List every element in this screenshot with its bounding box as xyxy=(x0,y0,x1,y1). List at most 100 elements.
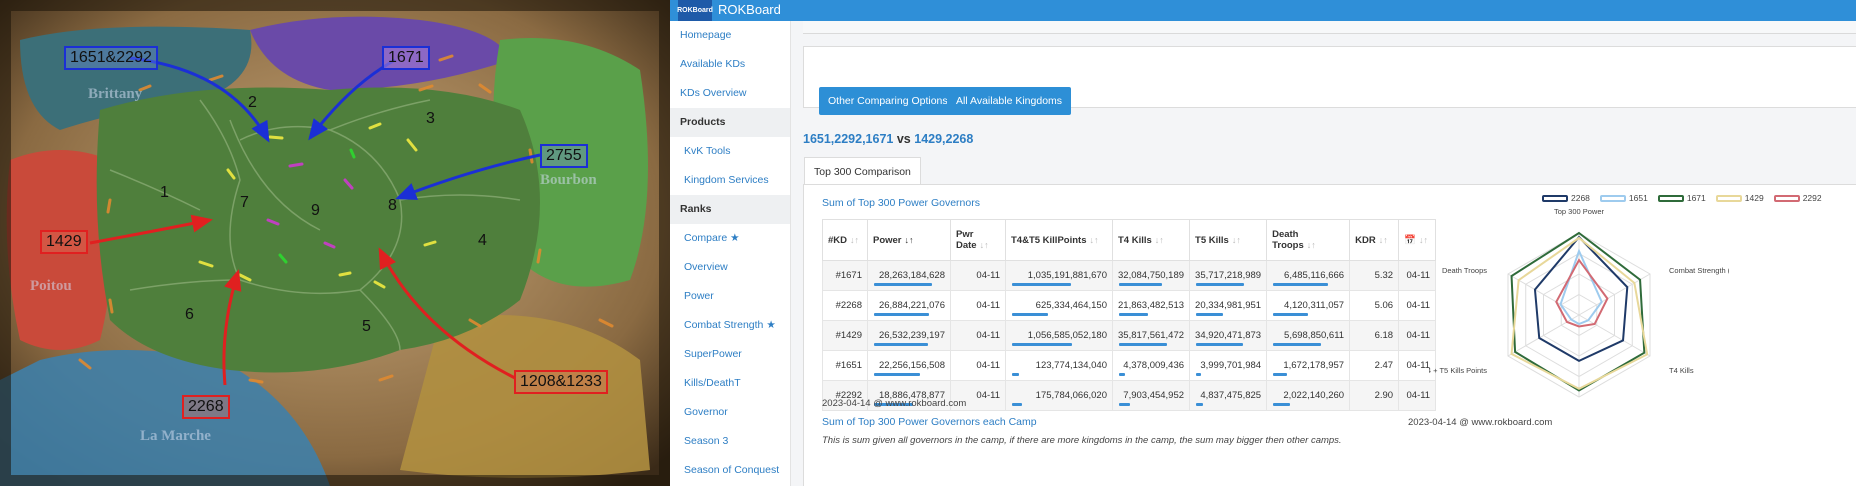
cell-death: 6,485,116,666 xyxy=(1266,260,1351,291)
cell-power: 26,884,221,076 xyxy=(867,290,951,321)
cell-death: 2,022,140,260 xyxy=(1266,380,1351,411)
sidebar-item-season-3[interactable]: Season 3 xyxy=(684,435,729,447)
table-header-row: #KD ↓↑ Power ↓↑ Pwr Date ↓↑ T4&T5 KillPoint… xyxy=(822,219,1437,261)
sidebar-item-label: Combat Strength xyxy=(684,319,764,331)
value-bar xyxy=(1273,343,1322,346)
sidebar-item-superpower[interactable]: SuperPower xyxy=(684,348,742,360)
col-header-date[interactable]: 📅 ↓↑ xyxy=(1398,219,1437,261)
legend-item[interactable]: 1671 xyxy=(1657,193,1706,203)
sidebar-section-ranks: Ranks xyxy=(670,195,790,224)
region-name-poitou: Poitou xyxy=(30,278,72,294)
radar-axis-line xyxy=(1578,273,1651,316)
sidebar-item-kvk-tools[interactable]: KvK Tools xyxy=(684,145,731,157)
tab-top-300-comparison[interactable]: Top 300 Comparison xyxy=(804,157,921,186)
sidebar-item-available-kds[interactable]: Available KDs xyxy=(680,58,746,70)
cell-kdr: 2.47 xyxy=(1349,350,1400,381)
table-row: #1651 22,256,156,508 04-11 123,774,134,040 4… xyxy=(822,350,1437,381)
cell-death: 5,698,850,611 xyxy=(1266,320,1351,351)
comparison-left-kds: 1651,2292,1671 xyxy=(803,132,894,146)
sidebar-item-kds-overview[interactable]: KDs Overview xyxy=(680,87,747,99)
all-available-kingdoms-button[interactable]: All Available Kingdoms xyxy=(947,87,1072,115)
col-header-power[interactable]: Power ↓↑ xyxy=(867,219,951,261)
cell-t5: 34,920,471,873 xyxy=(1189,320,1268,351)
value-bar xyxy=(1273,313,1309,316)
calendar-icon: 📅 xyxy=(1404,234,1416,246)
col-header-death-troops[interactable]: Death Troops ↓↑ xyxy=(1266,219,1351,261)
cell-kdr: 6.18 xyxy=(1349,320,1400,351)
kvk-map-drawing xyxy=(0,0,670,486)
cell-kdr: 2.90 xyxy=(1349,380,1400,411)
col-header-t4-kills[interactable]: T4 Kills ↓↑ xyxy=(1111,219,1191,261)
cell-kd: #2292 xyxy=(822,380,868,411)
value-bar xyxy=(1273,403,1291,406)
value-bar xyxy=(1012,313,1048,316)
sidebar-item-governor[interactable]: Governor xyxy=(684,406,728,418)
sidebar-item-combat-strength[interactable]: Combat Strength ★ xyxy=(670,311,790,340)
cell-kdr: 5.06 xyxy=(1349,290,1400,321)
col-header-kd[interactable]: #KD ↓↑ xyxy=(822,219,868,261)
zone-number-9: 9 xyxy=(311,202,320,219)
col-header-pwr-date[interactable]: Pwr Date ↓↑ xyxy=(950,219,1006,261)
cell-death: 1,672,178,957 xyxy=(1266,350,1351,381)
cell-power: 18,886,478,877 xyxy=(867,380,951,411)
zone-number-7: 7 xyxy=(240,194,249,211)
sidebar-item-label: Compare xyxy=(684,232,728,244)
camp-section-description: This is sum given all governors in the c… xyxy=(822,435,1342,446)
cell-killpoints: 1,056,585,052,180 xyxy=(1005,320,1113,351)
sidebar-item-overview[interactable]: Overview xyxy=(684,261,728,273)
camp-label-1671: 1671 xyxy=(382,46,430,70)
legend-item[interactable]: 2292 xyxy=(1773,193,1822,203)
value-bar xyxy=(1273,283,1329,286)
col-header-killpoints[interactable]: T4&T5 KillPoints ↓↑ xyxy=(1005,219,1113,261)
legend-label: 1429 xyxy=(1744,193,1764,203)
cell-t4: 4,378,009,436 xyxy=(1111,350,1191,381)
value-bar xyxy=(874,313,929,316)
rokboard-logo[interactable]: ROKBoard xyxy=(677,0,713,21)
sidebar-item-compare[interactable]: Compare ★ xyxy=(670,224,790,253)
table-section-title: Sum of Top 300 Power Governors xyxy=(822,197,980,209)
sidebar-item-homepage[interactable]: Homepage xyxy=(680,29,732,41)
radar-axis-label: T4 + T5 Kills Points xyxy=(1429,366,1487,375)
cell-killpoints: 123,774,134,040 xyxy=(1005,350,1113,381)
cell-t5: 20,334,981,951 xyxy=(1189,290,1268,321)
sidebar-item-kingdom-services[interactable]: Kingdom Services xyxy=(684,174,769,186)
value-bar xyxy=(1012,373,1019,376)
zone-number-8: 8 xyxy=(388,197,397,214)
camp-label-2755: 2755 xyxy=(540,144,588,168)
sidebar-item-season-of-conquest[interactable]: Season of Conquest xyxy=(684,464,780,476)
value-bar xyxy=(1012,283,1071,286)
legend-item[interactable]: 2268 xyxy=(1542,193,1590,203)
camp-section-title: Sum of Top 300 Power Governors each Camp xyxy=(822,416,1037,428)
region-name-bourbon: Bourbon xyxy=(540,172,597,188)
comparison-heading: 1651,2292,1671 vs 1429,2268 xyxy=(803,132,973,146)
cell-date: 04-11 xyxy=(1398,350,1437,381)
legend-item[interactable]: 1429 xyxy=(1715,193,1764,203)
cell-kd: #2268 xyxy=(822,290,868,321)
cell-pwr_date: 04-11 xyxy=(950,380,1006,411)
legend-label: 2268 xyxy=(1571,193,1590,203)
legend-swatch xyxy=(1657,194,1684,202)
col-header-kdr[interactable]: KDR ↓↑ xyxy=(1349,219,1400,261)
radar-series-2268 xyxy=(1533,235,1629,363)
sidebar-item-kills-deatht[interactable]: Kills/DeathT xyxy=(684,377,741,389)
value-bar xyxy=(1196,403,1204,406)
other-comparing-options-button[interactable]: Other Comparing Options xyxy=(819,87,957,115)
cell-date: 04-11 xyxy=(1398,320,1437,351)
legend-item[interactable]: 1651 xyxy=(1599,193,1648,203)
col-header-t5-kills[interactable]: T5 Kills ↓↑ xyxy=(1189,219,1268,261)
value-bar xyxy=(1119,313,1148,316)
brand-title[interactable]: ROKBoard xyxy=(718,2,781,17)
sidebar-item-power[interactable]: Power xyxy=(684,290,714,302)
cell-pwr_date: 04-11 xyxy=(950,290,1006,321)
value-bar xyxy=(874,373,920,376)
radar-axis-line xyxy=(1507,273,1580,316)
cell-kd: #1671 xyxy=(822,260,868,291)
value-bar xyxy=(1119,283,1162,286)
table-row: #1429 26,532,239,197 04-11 1,056,585,052,18… xyxy=(822,320,1437,351)
radar-series-1671 xyxy=(1510,231,1646,392)
value-bar xyxy=(1012,403,1022,406)
cell-t4: 21,863,482,513 xyxy=(1111,290,1191,321)
cell-pwr_date: 04-11 xyxy=(950,260,1006,291)
cell-killpoints: 175,784,066,020 xyxy=(1005,380,1113,411)
main-content: Other Comparing Options All Available Ki… xyxy=(803,21,1856,486)
